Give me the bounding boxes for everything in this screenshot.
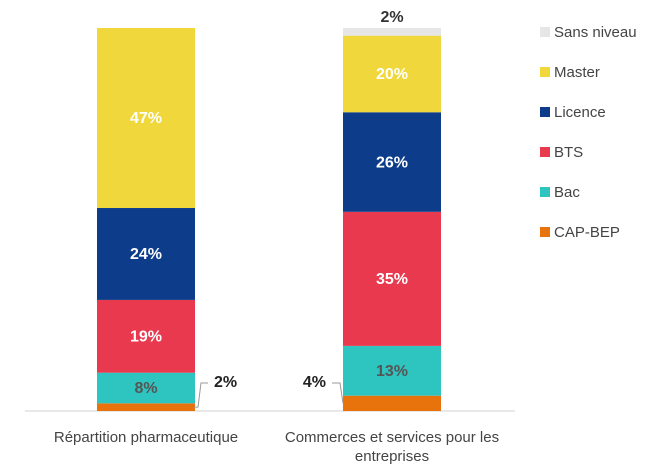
bar-segment <box>343 35 441 113</box>
x-tick-label: Commerces et services pour les entrepris… <box>284 429 500 465</box>
data-label: 47% <box>130 110 162 127</box>
legend-swatch <box>540 187 550 197</box>
legend-swatch <box>540 67 550 77</box>
legend-swatch <box>540 27 550 37</box>
bar-segment <box>343 395 441 411</box>
bar-segment <box>343 112 441 212</box>
bar-segment <box>343 211 441 346</box>
bar-segment <box>343 28 441 36</box>
legend-label: CAP-BEP <box>554 224 620 241</box>
data-label: 13% <box>376 363 408 380</box>
legend-label: Master <box>554 64 600 81</box>
legend-swatch <box>540 107 550 117</box>
legend-label: Sans niveau <box>554 24 637 41</box>
legend-swatch <box>540 227 550 237</box>
bar-segment <box>97 403 195 411</box>
bar-segment <box>97 208 195 300</box>
data-label: 35% <box>376 271 408 288</box>
data-label: 2% <box>214 374 237 391</box>
legend-swatch <box>540 147 550 157</box>
bar-segment <box>97 299 195 373</box>
data-label: 19% <box>130 329 162 346</box>
x-tick-label: Répartition pharmaceutique <box>53 429 239 446</box>
data-label: 26% <box>376 154 408 171</box>
bar-segment <box>343 345 441 396</box>
legend-label: BTS <box>554 144 583 161</box>
data-label: 2% <box>380 9 403 26</box>
data-label: 24% <box>130 246 162 263</box>
data-label: 8% <box>134 380 157 397</box>
bar-segment <box>97 372 195 404</box>
data-label: 20% <box>376 66 408 83</box>
bar-segment <box>97 28 195 209</box>
data-label: 4% <box>303 374 326 391</box>
legend-label: Bac <box>554 184 580 201</box>
leader-line <box>194 382 208 408</box>
legend-label: Licence <box>554 104 606 121</box>
leader-line <box>332 382 344 404</box>
